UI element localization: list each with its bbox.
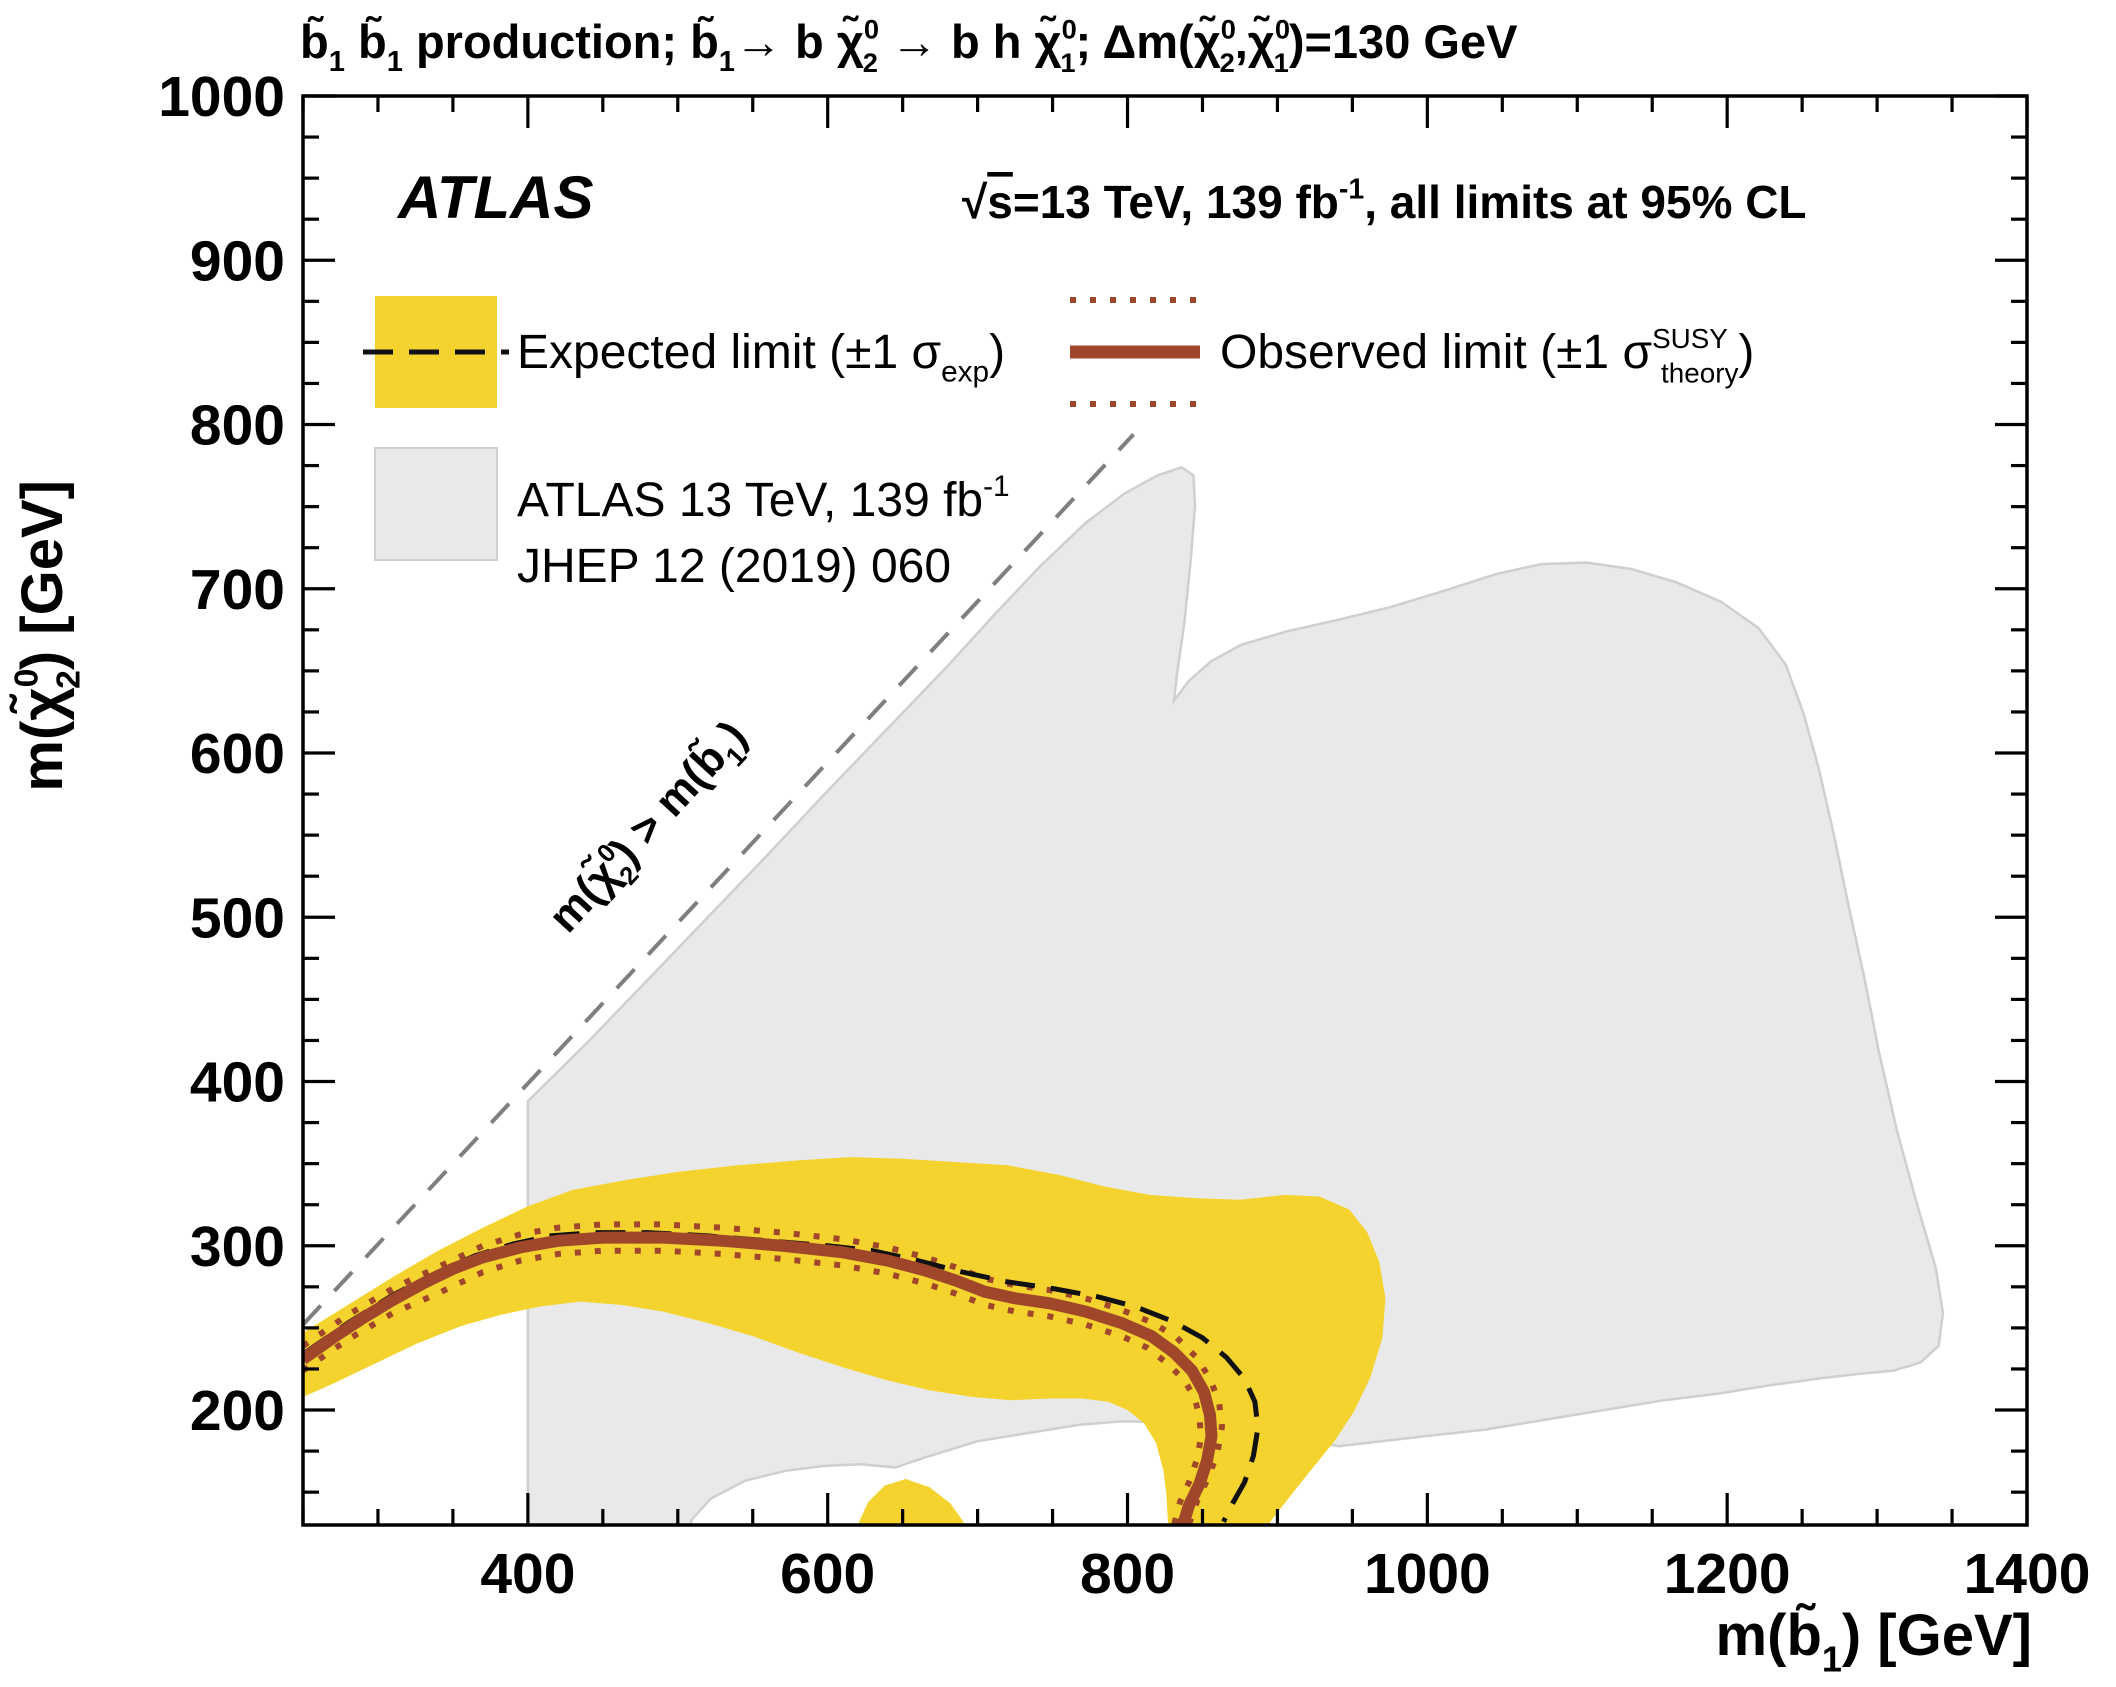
experiment-label: ATLAS xyxy=(396,164,594,231)
x-tick-labels: 400 600 800 1000 1200 1400 xyxy=(480,1542,2090,1606)
legend-previous-label-line2: JHEP 12 (2019) 060 xyxy=(517,540,951,593)
expected-band xyxy=(303,1157,1386,1525)
y-tick-label: 1000 xyxy=(158,65,285,129)
y-tick-labels: 200 300 400 500 600 700 800 900 1000 xyxy=(158,65,285,1443)
y-tick-label: 200 xyxy=(190,1379,285,1443)
x-tick-label: 1400 xyxy=(1964,1542,2091,1606)
y-tick-label: 500 xyxy=(190,886,285,950)
conditions-label: √s=13 TeV, 139 fb-1, all limits at 95% C… xyxy=(962,174,1807,228)
y-tick-label: 600 xyxy=(190,722,285,786)
plot-frame xyxy=(301,94,2029,1527)
observed-minus-1sigma-theory xyxy=(303,1247,1205,1525)
x-tick-label: 800 xyxy=(1080,1542,1175,1606)
x-tick-label: 600 xyxy=(780,1542,875,1606)
x-tick-label: 400 xyxy=(480,1542,575,1606)
observed-limit xyxy=(303,1231,1218,1525)
y-tick-label: 900 xyxy=(190,229,285,293)
expected-band-lower-lobe xyxy=(857,1479,966,1525)
legend: Expected limit (±1 σexp) Observed limit (… xyxy=(363,296,1754,593)
kinematic-boundary xyxy=(303,433,1135,1326)
y-tick-label: 400 xyxy=(190,1051,285,1115)
y-axis-title: m(χ̃0 2) [GeV] xyxy=(9,480,88,792)
plot-area xyxy=(303,433,1945,1525)
y-tick-label: 800 xyxy=(190,394,285,458)
x-tick-label: 1000 xyxy=(1364,1542,1491,1606)
x-axis-title: m(b̃1) [GeV] xyxy=(1716,1603,2032,1679)
legend-previous-limit-swatch xyxy=(374,447,498,561)
figure-title: b̃1 b̃1 production; b̃1→ b χ̃0 2 → b h χ̃… xyxy=(300,13,1518,78)
axis-ticks xyxy=(301,94,2029,1525)
legend-expected-label: Expected limit (±1 σexp) xyxy=(517,326,1005,388)
expected-limit xyxy=(303,1230,1261,1523)
x-tick-label: 1200 xyxy=(1664,1542,1791,1606)
legend-observed-label: Observed limit (±1 σSUSY theory) xyxy=(1220,323,1754,389)
y-tick-label: 300 xyxy=(190,1215,285,1279)
y-tick-label: 700 xyxy=(190,558,285,622)
legend-previous-label-line1: ATLAS 13 TeV, 139 fb-1 xyxy=(517,470,1014,527)
observed-plus-1sigma-theory xyxy=(303,1221,1226,1525)
